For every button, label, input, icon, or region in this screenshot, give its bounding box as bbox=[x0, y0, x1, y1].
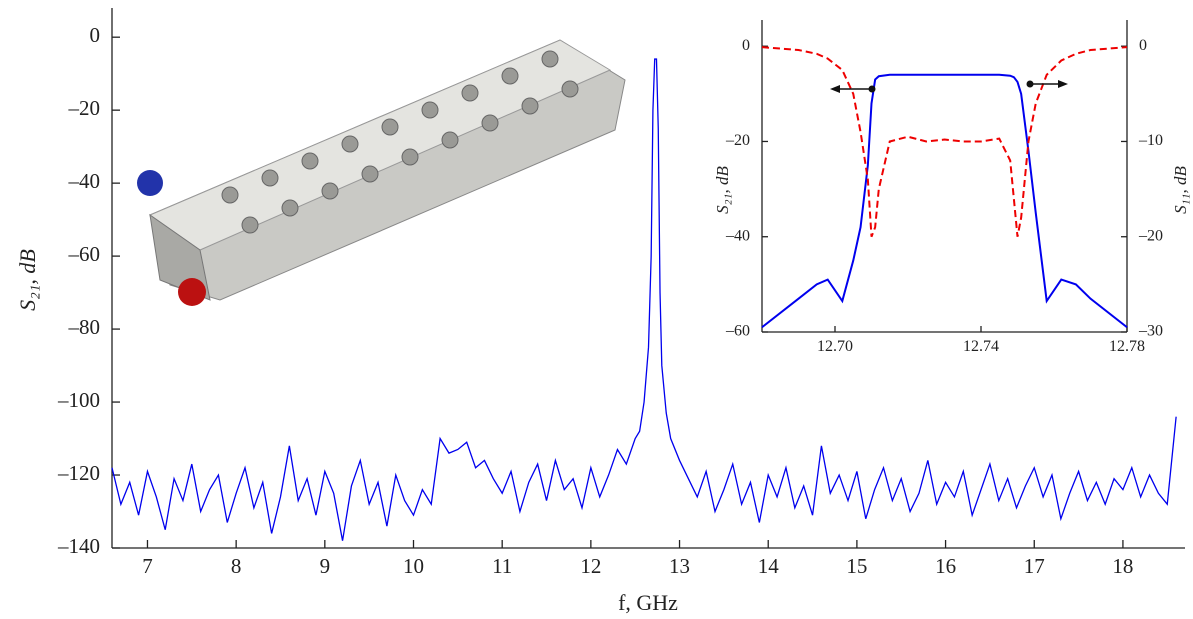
arrow-head bbox=[1058, 80, 1068, 88]
x-tick-label: 16 bbox=[935, 554, 956, 578]
y2-tick-label: –20 bbox=[1138, 227, 1163, 244]
y-tick-label: –100 bbox=[57, 388, 100, 412]
x-tick-label: 9 bbox=[320, 554, 331, 578]
arrow-head bbox=[830, 85, 840, 93]
y-tick-label: –120 bbox=[57, 461, 100, 485]
y-tick-label: –140 bbox=[57, 534, 100, 558]
y-tick-label: –40 bbox=[725, 227, 750, 244]
inset-y2-axis-label: S₁₁, dB bbox=[1171, 166, 1190, 214]
x-tick-label: 14 bbox=[758, 554, 780, 578]
y-tick-label: –20 bbox=[68, 96, 101, 120]
x-tick-label: 12.74 bbox=[963, 338, 999, 355]
y-tick-label: –60 bbox=[68, 242, 101, 266]
x-tick-label: 12 bbox=[580, 554, 601, 578]
y-tick-label: 0 bbox=[742, 37, 750, 54]
x-tick-label: 15 bbox=[846, 554, 867, 578]
y-tick-label: –60 bbox=[725, 323, 750, 340]
inset-y-axis-label: S₂₁, dB bbox=[713, 166, 732, 214]
y2-tick-label: 0 bbox=[1139, 37, 1147, 54]
y-axis-label: S₂₁, dB bbox=[15, 249, 40, 311]
x-tick-label: 7 bbox=[142, 554, 153, 578]
inset-background bbox=[762, 20, 1127, 332]
marker-dot bbox=[1026, 80, 1034, 88]
device-photo bbox=[137, 39, 626, 306]
x-tick-label: 18 bbox=[1112, 554, 1133, 578]
y-tick-label: 0 bbox=[90, 23, 101, 47]
data-line bbox=[111, 58, 1177, 541]
y2-tick-label: –10 bbox=[1138, 132, 1163, 149]
x-tick-label: 8 bbox=[231, 554, 242, 578]
x-tick-label: 12.78 bbox=[1109, 338, 1145, 355]
y-tick-label: –20 bbox=[725, 132, 750, 149]
data-line bbox=[761, 73, 1128, 329]
y-tick-label: –40 bbox=[68, 169, 101, 193]
data-line bbox=[761, 46, 1128, 238]
x-tick-label: 11 bbox=[492, 554, 512, 578]
y-tick-label: –80 bbox=[68, 315, 101, 339]
x-tick-label: 10 bbox=[403, 554, 424, 578]
marker-dot bbox=[868, 85, 876, 93]
y2-tick-label: –30 bbox=[1138, 323, 1163, 340]
x-tick-label: 12.70 bbox=[817, 338, 853, 355]
x-tick-label: 17 bbox=[1024, 554, 1045, 578]
x-tick-label: 13 bbox=[669, 554, 690, 578]
x-axis-label: f, GHz bbox=[618, 590, 678, 615]
